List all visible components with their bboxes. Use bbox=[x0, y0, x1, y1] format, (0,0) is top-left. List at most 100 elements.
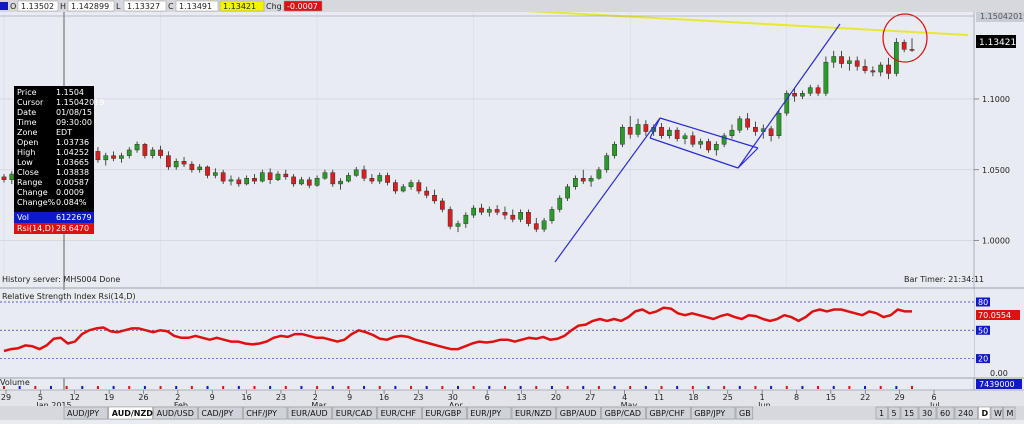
candle-body bbox=[1, 176, 7, 180]
symbol-tab[interactable]: GBP/AUD bbox=[556, 406, 601, 420]
candle-body bbox=[565, 186, 570, 199]
symbol-tab[interactable]: AUD/USD bbox=[153, 406, 198, 420]
rsi-title: Relative Strength Index Rsi(14,D) bbox=[2, 292, 136, 301]
timeframe-button[interactable]: W bbox=[990, 406, 1003, 420]
highlight-circle[interactable] bbox=[882, 13, 928, 63]
candle-body bbox=[557, 197, 563, 210]
symbol-tab[interactable]: GBP/CHF bbox=[646, 406, 691, 420]
candle bbox=[862, 59, 868, 74]
candle bbox=[815, 84, 821, 97]
channel-top[interactable] bbox=[659, 117, 759, 149]
timeframe-button[interactable]: 240 bbox=[954, 406, 978, 420]
symbol-tab[interactable]: EUR/CAD bbox=[332, 406, 377, 420]
candle bbox=[604, 152, 610, 173]
volume-marker bbox=[206, 386, 209, 389]
data-window-label: Range bbox=[17, 178, 42, 187]
candle bbox=[580, 169, 586, 184]
x-month-label: Jul bbox=[929, 401, 940, 410]
symbol-tab[interactable]: EUR/GBP bbox=[422, 406, 467, 420]
candle-body bbox=[205, 166, 210, 176]
candle-body bbox=[768, 128, 774, 136]
symbol-tab[interactable]: AUD/NZD bbox=[108, 406, 154, 420]
x-day-tick-label: 9 bbox=[210, 393, 215, 402]
timeframe-button[interactable]: 30 bbox=[918, 406, 937, 420]
candle bbox=[244, 175, 250, 186]
symbol-tab[interactable]: AUD/JPY bbox=[63, 406, 109, 420]
volume-title: Volume bbox=[0, 378, 30, 387]
symbol-tab[interactable]: CAD/JPY bbox=[198, 406, 243, 420]
candle-body bbox=[823, 61, 829, 94]
volume-marker bbox=[316, 386, 319, 389]
volume-marker bbox=[660, 386, 663, 389]
candle-body bbox=[244, 178, 250, 185]
symbol-tab[interactable]: GB bbox=[735, 406, 754, 420]
candle bbox=[205, 165, 210, 179]
candle-body bbox=[330, 172, 336, 185]
candle-body bbox=[612, 144, 617, 156]
rsi-panel[interactable] bbox=[0, 290, 974, 378]
timeframe-button[interactable]: 15 bbox=[900, 406, 919, 420]
candle-body bbox=[596, 169, 602, 179]
x-day-tick-label: 6 bbox=[931, 393, 936, 402]
timeframe-button[interactable]: 5 bbox=[888, 406, 901, 420]
volume-value: 7439000 bbox=[979, 380, 1015, 389]
candle bbox=[236, 176, 242, 187]
candle bbox=[706, 138, 711, 153]
candle-body bbox=[909, 49, 915, 51]
ohlc-header: O 1.13502 H 1.142899 L 1.13327 C 1.13491… bbox=[0, 0, 1024, 12]
symbol-tab[interactable]: EUR/CHF bbox=[377, 406, 422, 420]
channel-left[interactable] bbox=[649, 117, 661, 139]
candle bbox=[471, 205, 477, 218]
price-axis[interactable] bbox=[974, 12, 1024, 286]
rsi-row-bg bbox=[14, 223, 94, 234]
channel-bottom[interactable] bbox=[649, 137, 739, 169]
candle bbox=[158, 145, 163, 159]
timeframe-button[interactable]: M bbox=[1003, 406, 1016, 420]
timeframe-button[interactable]: 1 bbox=[875, 406, 888, 420]
candle-body bbox=[573, 178, 578, 187]
uptrend-line-1[interactable] bbox=[554, 117, 661, 263]
candle bbox=[494, 205, 500, 216]
candle-body bbox=[228, 179, 234, 182]
symbol-tab[interactable]: CHF/JPY bbox=[242, 406, 288, 420]
symbol-tab[interactable]: EUR/JPY bbox=[466, 406, 512, 420]
symbol-tab[interactable]: GBP/JPY bbox=[690, 406, 736, 420]
volume-marker bbox=[817, 386, 820, 389]
o-swatch bbox=[0, 2, 8, 10]
candle bbox=[385, 172, 390, 186]
volume-axis-value: 0.00 bbox=[990, 369, 1008, 378]
candle bbox=[424, 186, 430, 199]
timeframe-button[interactable]: 60 bbox=[936, 406, 955, 420]
candle bbox=[486, 206, 492, 217]
candle-body bbox=[635, 124, 641, 135]
candle bbox=[659, 123, 664, 139]
timeframe-label: 30 bbox=[922, 409, 932, 418]
symbol-tab-label: GB bbox=[739, 409, 751, 418]
symbol-tab-label: EUR/GBP bbox=[425, 409, 461, 418]
uptrend-line-2[interactable] bbox=[737, 23, 841, 169]
candle-body bbox=[549, 209, 555, 221]
volume-marker bbox=[143, 386, 146, 389]
symbol-tab-bar: AUD/JPY AUD/NZD AUD/USD CAD/JPY CHF/JPY EUR/A… bbox=[63, 406, 754, 420]
x-day-tick-label: 22 bbox=[860, 393, 870, 402]
candle-body bbox=[103, 155, 109, 161]
volume-marker bbox=[472, 386, 475, 389]
volume-marker bbox=[785, 386, 788, 389]
candle-body bbox=[299, 179, 304, 185]
candle bbox=[95, 147, 101, 163]
candle bbox=[393, 179, 398, 194]
candle bbox=[228, 175, 234, 186]
candle bbox=[299, 176, 304, 186]
data-window-value: 09:30:00 bbox=[56, 118, 92, 127]
channel-right[interactable] bbox=[737, 147, 759, 169]
x-axis-day-ticks: 29 5 12 19 26 2 9 16 23 2 9 16 23 30 6 13 20 27 4 11 18 25 1 8 1… bbox=[1, 390, 937, 402]
timeframe-button[interactable]: D bbox=[978, 406, 991, 420]
candle-body bbox=[142, 144, 148, 156]
candle bbox=[854, 56, 860, 71]
volume-marker bbox=[644, 386, 647, 389]
symbol-tab[interactable]: EUR/AUD bbox=[287, 406, 333, 420]
symbol-tab[interactable]: EUR/NZD bbox=[511, 406, 557, 420]
symbol-tab[interactable]: GBP/CAD bbox=[601, 406, 646, 420]
volume-marker bbox=[457, 386, 459, 389]
candle-body bbox=[189, 163, 195, 170]
